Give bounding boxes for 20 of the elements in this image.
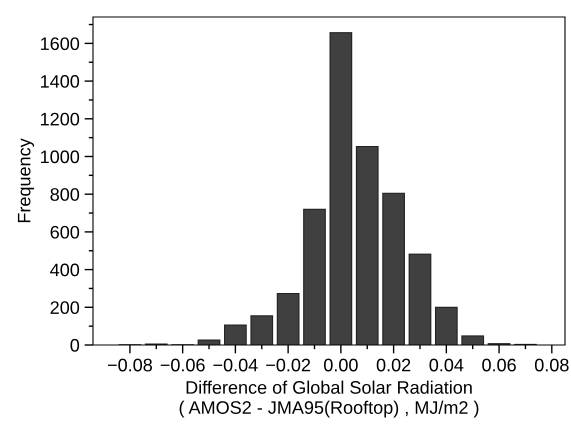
y-axis-title: Frequency <box>18 138 34 222</box>
x-tick-label: 0.00 <box>324 358 358 372</box>
y-tick-label: 1400 <box>41 75 80 88</box>
x-tick-label: 0.02 <box>376 358 410 372</box>
y-tick-label: 400 <box>50 264 80 276</box>
x-tick-label: −0.02 <box>266 358 310 372</box>
x-tick-label: 0.06 <box>482 358 516 372</box>
x-axis-title: Difference of Global Solar Radiation ( AMOS2 - JMA95(Rooftop) , MJ/m2 ) <box>180 380 478 418</box>
y-tick-label: 1600 <box>41 37 80 50</box>
y-tick-label: 1200 <box>41 112 80 126</box>
y-tick-label: 600 <box>50 226 80 239</box>
y-tick-label: 1000 <box>41 150 80 164</box>
x-tick-label: −0.04 <box>213 358 258 372</box>
x-tick-label: 0.04 <box>429 358 464 372</box>
x-tick-label: 0.08 <box>534 358 569 372</box>
y-tick-label: 200 <box>50 301 80 314</box>
x-tick-label: −0.06 <box>160 358 205 372</box>
x-tick-label: −0.08 <box>108 358 152 372</box>
y-tick-label: 0 <box>70 338 80 352</box>
y-tick-label: 800 <box>50 188 80 201</box>
